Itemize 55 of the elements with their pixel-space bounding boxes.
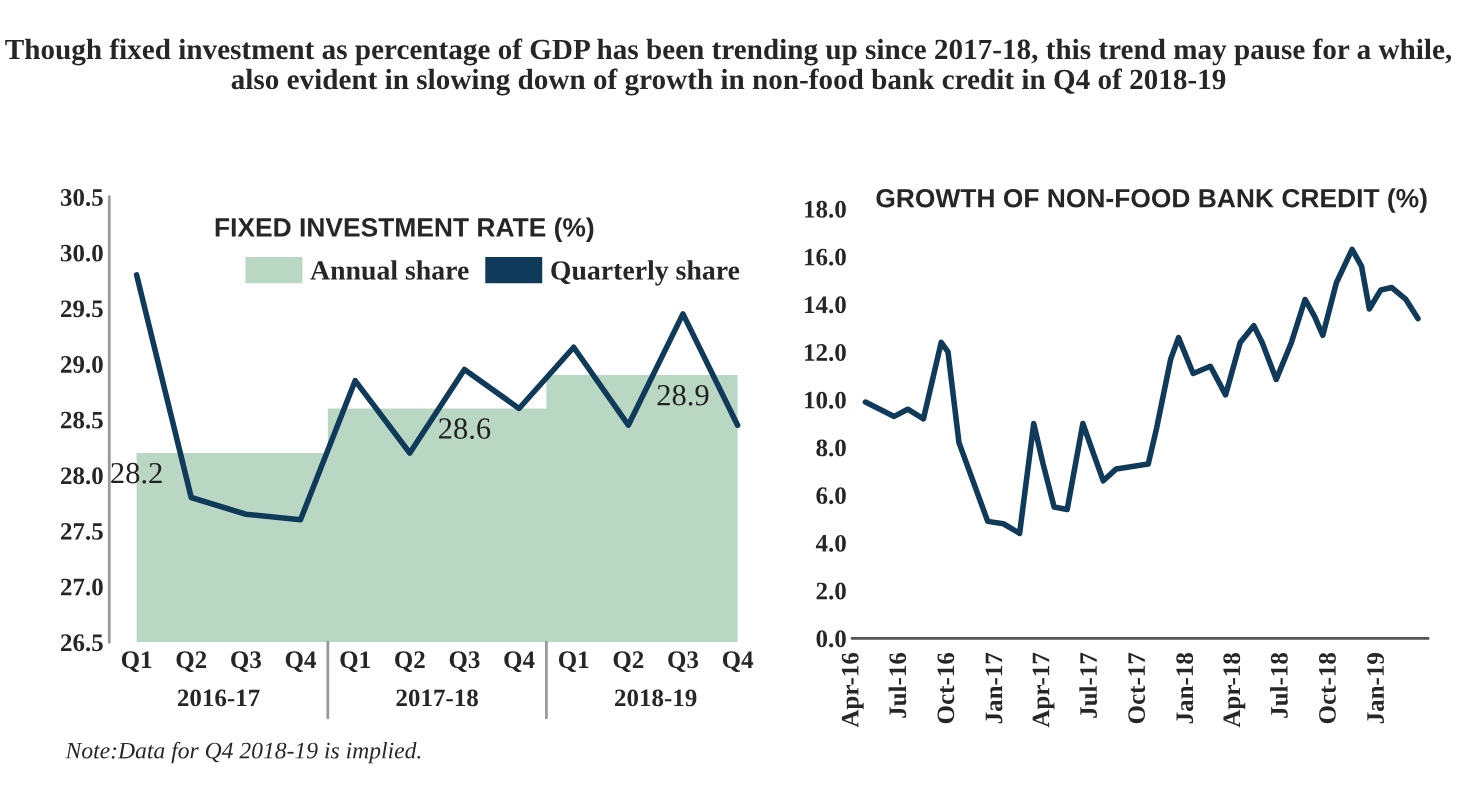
text: 2018-19 (615, 689, 697, 707)
x-tick-label: Q2 (613, 651, 644, 672)
text: Note:Data for Q4 2018-19 is implied. (65, 741, 421, 764)
data-label: 28.9 (657, 384, 709, 406)
x-tick-label: Oct-18 (1318, 653, 1336, 724)
y-tick-label: 28.0 (61, 467, 103, 485)
y-tick-label: 28.5 (61, 411, 103, 429)
x-tick-label: Oct-16 (937, 652, 955, 724)
x-tick-label: Q2 (176, 651, 207, 672)
x-tick-label: Q1 (558, 651, 589, 672)
text: FIXED INVESTMENT RATE (%) (215, 217, 594, 242)
y-tick-label: 10.0 (805, 391, 846, 409)
chart-title: GROWTH OF NON-FOOD BANK CREDIT (%) (876, 188, 1427, 213)
y-tick-label: 30.0 (60, 244, 103, 262)
x-tick-label: Q3 (668, 651, 699, 672)
x-tick-label: Apr-18 (1223, 653, 1246, 728)
data-label: 28.2 (111, 462, 162, 484)
y-tick-label: 26.5 (61, 634, 103, 652)
y-tick-label: 4.0 (815, 534, 846, 552)
y-tick-label: 14.0 (805, 296, 846, 314)
y-tick-label: 18.0 (805, 200, 846, 218)
x-tick-label: Jul-17 (1079, 652, 1098, 718)
x-tick-label: Jul-16 (888, 652, 907, 718)
x-tick-label: Q4 (722, 651, 754, 672)
x-tick-label: Jan-17 (985, 652, 1003, 724)
y-tick-label: 8.0 (816, 439, 846, 457)
y-tick-label: 27.0 (61, 578, 103, 596)
y-tick-label: 0.0 (816, 630, 846, 648)
x-tick-label: Q3 (449, 651, 480, 672)
x-tick-label: Apr-16 (841, 652, 864, 728)
x-tick-label: Q3 (231, 651, 261, 672)
y-tick-label: 29.0 (61, 356, 103, 373)
text: 2017-18 (396, 689, 478, 707)
x-tick-label: Q1 (340, 651, 370, 672)
x-tick-label: Oct-17 (1128, 652, 1146, 724)
y-tick-label: 12.0 (805, 344, 846, 361)
x-tick-label: Jan-19 (1367, 653, 1384, 724)
x-tick-label: Q1 (121, 651, 152, 672)
text: Though fixed investment as percentage of GDP has been trending up since 2017-18, this trend may pause for a while, also evident in slowing down of growth in non-food bank credit in Q4 of 2018-19 (5, 38, 1452, 96)
y-tick-label: 6.0 (816, 487, 846, 505)
text: 2016-17 (177, 689, 260, 707)
x-tick-label: Jul-18 (1270, 652, 1288, 718)
data-label: 28.6 (439, 418, 491, 440)
y-tick-label: 16.0 (805, 248, 846, 266)
x-tick-label: Q4 (504, 651, 535, 672)
x-tick-label: Jan-18 (1176, 652, 1194, 724)
legend-label: Quarterly share (551, 260, 740, 286)
x-tick-label: Apr-17 (1032, 652, 1055, 728)
y-tick-label: 30.5 (60, 189, 103, 207)
x-tick-label: Q2 (395, 651, 425, 672)
y-tick-label: 27.5 (61, 523, 103, 540)
x-tick-label: Q4 (285, 651, 317, 672)
y-tick-label: 2.0 (816, 582, 846, 600)
legend-label: Annual share (310, 260, 469, 280)
y-tick-label: 29.5 (61, 300, 103, 318)
